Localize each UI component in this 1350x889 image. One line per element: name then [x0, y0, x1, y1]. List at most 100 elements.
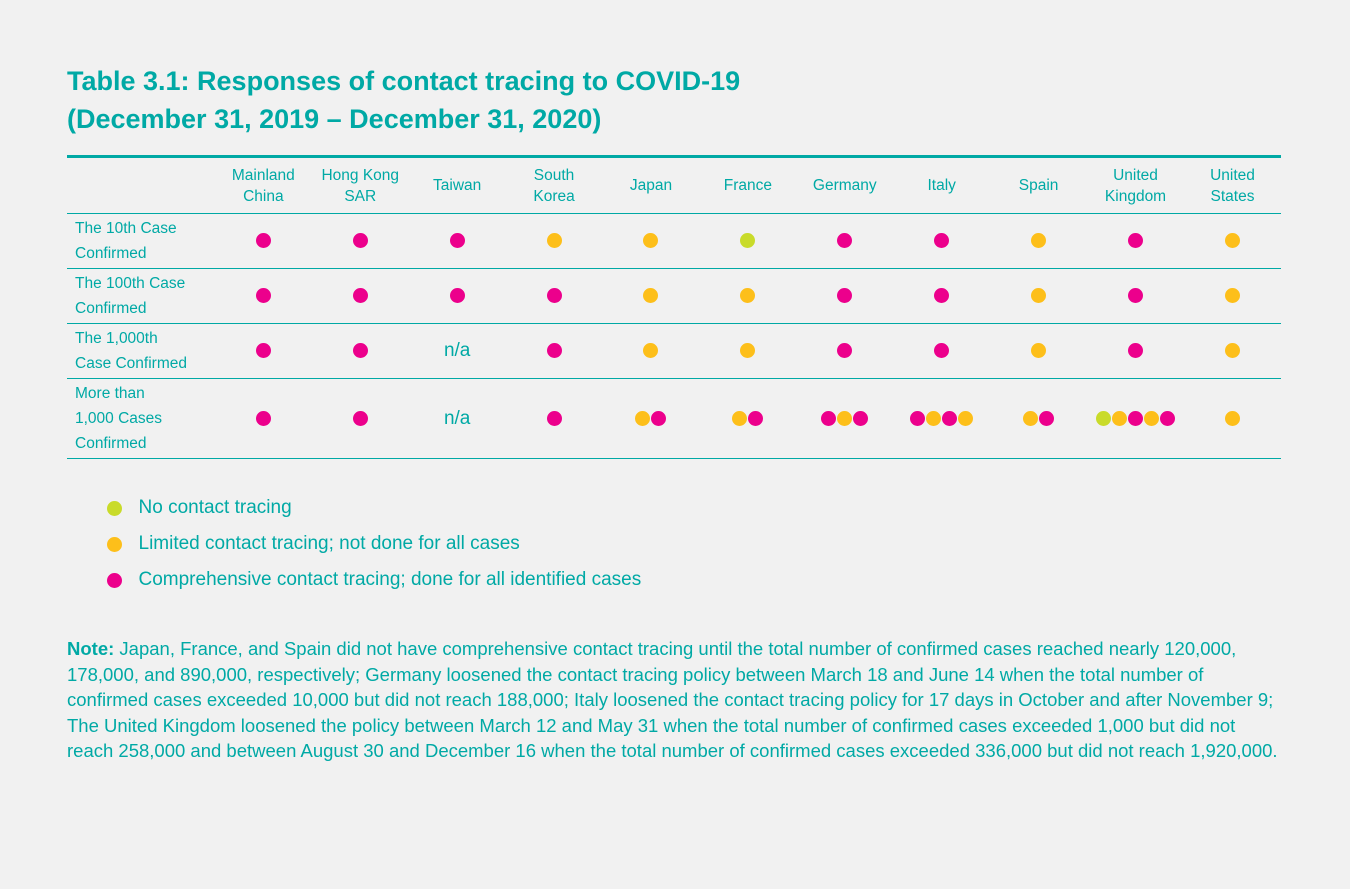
limited-tracing-dot	[643, 288, 659, 304]
row-label-text: 1,000 Cases	[75, 410, 163, 427]
column-header-text: Hong Kong	[321, 166, 400, 184]
limited-tracing-dot	[1224, 343, 1240, 359]
comprehensive-tracing-dot	[546, 410, 562, 426]
title-line-1: Table 3.1: Responses of contact tracing …	[67, 66, 741, 96]
table-cell	[796, 213, 894, 269]
no-tracing-legend-dot	[106, 500, 122, 516]
table-cell	[990, 213, 1088, 269]
comprehensive-tracing-dot	[910, 410, 926, 426]
column-header-text: SAR	[344, 187, 377, 205]
column-header-text: United	[1210, 166, 1255, 184]
table-cell	[1183, 268, 1281, 324]
column-header: Italy	[893, 156, 991, 214]
column-header-text: United	[1113, 166, 1158, 184]
comprehensive-tracing-dot	[1128, 233, 1144, 249]
header-blank	[67, 156, 215, 214]
no-tracing-dot	[740, 233, 756, 249]
no-tracing-dot	[1096, 410, 1112, 426]
comprehensive-tracing-dot	[942, 410, 958, 426]
comprehensive-tracing-dot	[546, 288, 562, 304]
table-cell	[893, 323, 991, 379]
limited-tracing-dot	[1112, 410, 1128, 426]
column-header-text: States	[1210, 187, 1255, 205]
comprehensive-tracing-dot	[449, 233, 465, 249]
column-header-text: Spain	[1018, 177, 1059, 194]
comprehensive-tracing-dot	[255, 343, 271, 359]
row-label: More than 1,000 Cases Confirmed	[67, 378, 215, 459]
table-cell	[1183, 213, 1281, 269]
table-cell	[699, 378, 797, 459]
table-cell	[1087, 378, 1184, 459]
column-header: Hong Kong SAR	[311, 156, 409, 214]
comprehensive-tracing-dot	[651, 410, 667, 426]
comprehensive-tracing-dot	[1160, 410, 1176, 426]
limited-tracing-legend-dot	[106, 536, 122, 552]
row-label-text: Confirmed	[75, 245, 147, 262]
comprehensive-tracing-dot	[1128, 288, 1144, 304]
legend-label: No contact tracing	[138, 497, 292, 518]
table-cell	[893, 378, 991, 459]
table-cell	[408, 213, 506, 269]
comprehensive-tracing-dot	[821, 410, 837, 426]
limited-tracing-dot	[635, 410, 651, 426]
row-label-text: The 10th Case	[75, 220, 177, 237]
legend: No contact tracing Limited contact tracin…	[106, 490, 641, 598]
title-line-2: (December 31, 2019 – December 31, 2020)	[67, 104, 602, 134]
comprehensive-tracing-dot	[352, 233, 368, 249]
column-header: Taiwan	[408, 156, 506, 214]
comprehensive-tracing-dot	[934, 343, 950, 359]
column-header: Mainland China	[214, 156, 312, 214]
column-header: Japan	[602, 156, 700, 214]
limited-tracing-dot	[1144, 410, 1160, 426]
column-header: United Kingdom	[1087, 156, 1184, 214]
comprehensive-tracing-dot	[449, 288, 465, 304]
column-header-text: Kingdom	[1104, 187, 1167, 205]
row-label-text: The 100th Case	[75, 275, 186, 292]
table-cell: n/a	[408, 378, 506, 459]
column-header-text: Italy	[927, 177, 956, 194]
column-header-text: Japan	[629, 177, 673, 194]
column-header-text: South	[533, 166, 575, 184]
comprehensive-tracing-dot	[1128, 410, 1144, 426]
header-row: Mainland China Hong Kong SAR Taiwan South Kore…	[67, 156, 1281, 214]
comprehensive-tracing-dot	[837, 343, 853, 359]
comprehensive-tracing-dot	[1039, 410, 1055, 426]
limited-tracing-dot	[837, 410, 853, 426]
table-cell	[602, 323, 700, 379]
row-label: The 10th Case Confirmed	[67, 213, 215, 269]
comprehensive-tracing-dot	[934, 288, 950, 304]
note: Note: Japan, France, and Spain did not h…	[67, 636, 1282, 764]
comprehensive-tracing-dot	[837, 288, 853, 304]
legend-item: No contact tracing	[106, 490, 641, 526]
legend-label: Comprehensive contact tracing; done for …	[138, 569, 642, 590]
table-cell	[796, 378, 894, 459]
row-label-text: More than	[75, 385, 145, 402]
table-cell	[796, 323, 894, 379]
table-cell	[893, 268, 991, 324]
table-cell	[602, 378, 700, 459]
comprehensive-tracing-dot	[546, 343, 562, 359]
table-cell: n/a	[408, 323, 506, 379]
column-header-text: France	[723, 177, 772, 194]
note-text: Japan, France, and Spain did not have co…	[67, 638, 1278, 761]
column-header: Spain	[990, 156, 1088, 214]
table-cell	[1183, 323, 1281, 379]
row-label-text: Case Confirmed	[75, 355, 187, 372]
table-cell	[602, 213, 700, 269]
row-label: The 1,000th Case Confirmed	[67, 323, 215, 379]
table-row: The 100th Case Confirmed	[67, 268, 1281, 324]
limited-tracing-dot	[1224, 233, 1240, 249]
table-cell	[1183, 378, 1281, 459]
comprehensive-tracing-dot	[255, 233, 271, 249]
limited-tracing-dot	[1224, 288, 1240, 304]
comprehensive-tracing-dot	[352, 410, 368, 426]
contact-tracing-table: Mainland China Hong Kong SAR Taiwan South Kore…	[67, 155, 1281, 459]
legend-item: Limited contact tracing; not done for al…	[106, 526, 641, 562]
limited-tracing-dot	[643, 343, 659, 359]
table-row: More than 1,000 Cases Confirmed n/a	[67, 378, 1281, 459]
limited-tracing-dot	[1023, 410, 1039, 426]
table-cell	[311, 378, 409, 459]
comprehensive-tracing-dot	[1128, 343, 1144, 359]
table-cell	[408, 268, 506, 324]
comprehensive-tracing-dot	[837, 233, 853, 249]
